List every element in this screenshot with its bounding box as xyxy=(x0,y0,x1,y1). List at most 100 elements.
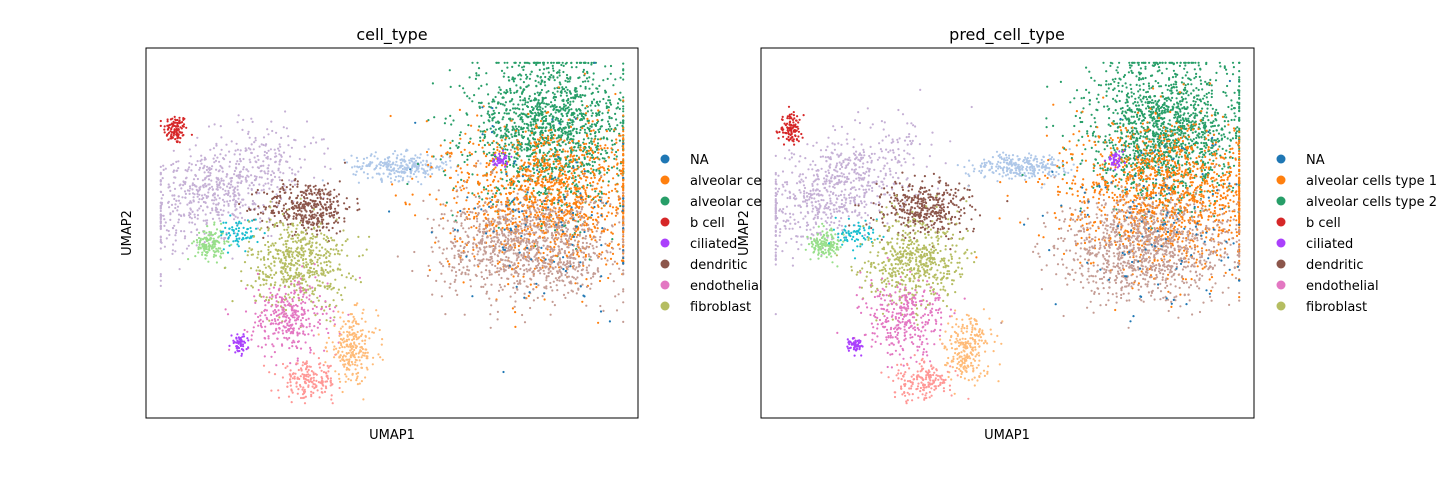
cell-point xyxy=(405,163,407,165)
cell-point xyxy=(435,158,437,160)
cell-point xyxy=(449,160,451,162)
cell-point xyxy=(214,233,216,235)
cell-point xyxy=(544,298,546,300)
cell-point xyxy=(587,170,589,172)
cell-point xyxy=(240,345,242,347)
cell-point xyxy=(591,93,593,95)
cell-point xyxy=(240,182,242,184)
cell-point xyxy=(305,378,307,380)
cell-point xyxy=(449,147,451,149)
cell-point xyxy=(229,187,231,189)
cell-point xyxy=(237,185,239,187)
cell-point xyxy=(487,93,489,95)
cell-point xyxy=(516,157,518,159)
cell-point xyxy=(588,76,590,78)
cell-point xyxy=(539,69,541,71)
cell-point xyxy=(194,223,196,225)
cell-point xyxy=(450,123,452,125)
cell-point xyxy=(524,185,526,187)
cell-point xyxy=(452,140,454,142)
cell-point xyxy=(309,193,311,195)
cell-point xyxy=(238,175,240,177)
cell-point xyxy=(236,243,238,245)
cell-point xyxy=(343,159,345,161)
cell-point xyxy=(254,302,256,304)
cell-point xyxy=(578,166,580,168)
cell-point xyxy=(323,184,325,186)
cell-point xyxy=(176,124,178,126)
cell-point xyxy=(569,92,571,94)
cell-point xyxy=(605,91,607,93)
cell-point xyxy=(304,402,306,404)
cell-point xyxy=(609,99,611,101)
cell-point xyxy=(292,251,294,253)
cell-point xyxy=(304,302,306,304)
cell-point xyxy=(291,203,293,205)
cell-point xyxy=(315,214,317,216)
cell-point xyxy=(258,192,260,194)
cell-point xyxy=(414,214,416,216)
cell-point xyxy=(293,212,295,214)
cell-point xyxy=(319,295,321,297)
cell-point xyxy=(518,126,520,128)
cell-point xyxy=(598,193,600,195)
cell-point xyxy=(334,354,336,356)
cell-point xyxy=(594,105,596,107)
cell-point xyxy=(247,251,249,253)
cell-point xyxy=(279,296,281,298)
cell-point xyxy=(310,253,312,255)
cell-point xyxy=(575,91,577,93)
cell-point xyxy=(431,155,433,157)
cell-point xyxy=(611,140,613,142)
cell-point xyxy=(551,172,553,174)
cell-point xyxy=(319,362,321,364)
cell-point xyxy=(209,169,211,171)
cell-point xyxy=(286,229,288,231)
cell-point xyxy=(280,258,282,260)
cell-point xyxy=(566,113,568,115)
cell-point xyxy=(362,354,364,356)
cell-point xyxy=(529,195,531,197)
cell-point xyxy=(591,154,593,156)
cell-point xyxy=(257,266,259,268)
cell-point xyxy=(298,283,300,285)
cell-point xyxy=(300,239,302,241)
cell-point xyxy=(307,227,309,229)
cell-point xyxy=(348,272,350,274)
cell-point xyxy=(364,321,366,323)
cell-point xyxy=(522,91,524,93)
cell-point xyxy=(260,319,262,321)
cell-point xyxy=(342,312,344,314)
cell-point xyxy=(557,62,559,64)
cell-point xyxy=(253,326,255,328)
cell-point xyxy=(527,113,529,115)
cell-point xyxy=(243,341,245,343)
cell-point xyxy=(424,173,426,175)
cell-point xyxy=(375,167,377,169)
cell-point xyxy=(216,181,218,183)
cell-point xyxy=(306,120,308,122)
cell-point xyxy=(576,128,578,130)
cell-point xyxy=(475,212,477,214)
cell-point xyxy=(541,102,543,104)
cell-point xyxy=(243,227,245,229)
cell-point xyxy=(306,371,308,373)
cell-point xyxy=(584,94,586,96)
cell-point xyxy=(485,166,487,168)
cell-point xyxy=(567,102,569,104)
cell-point xyxy=(190,209,192,211)
cell-point xyxy=(567,89,569,91)
cell-point xyxy=(536,106,538,108)
cell-point xyxy=(288,302,290,304)
cell-point xyxy=(325,252,327,254)
cell-point xyxy=(452,214,454,216)
cell-point xyxy=(302,258,304,260)
cell-point xyxy=(487,185,489,187)
cell-point xyxy=(556,181,558,183)
cell-point xyxy=(517,115,519,117)
cell-point xyxy=(417,163,419,165)
cell-point xyxy=(304,159,306,161)
cell-point xyxy=(519,148,521,150)
cell-point xyxy=(344,346,346,348)
cell-point xyxy=(164,246,166,248)
